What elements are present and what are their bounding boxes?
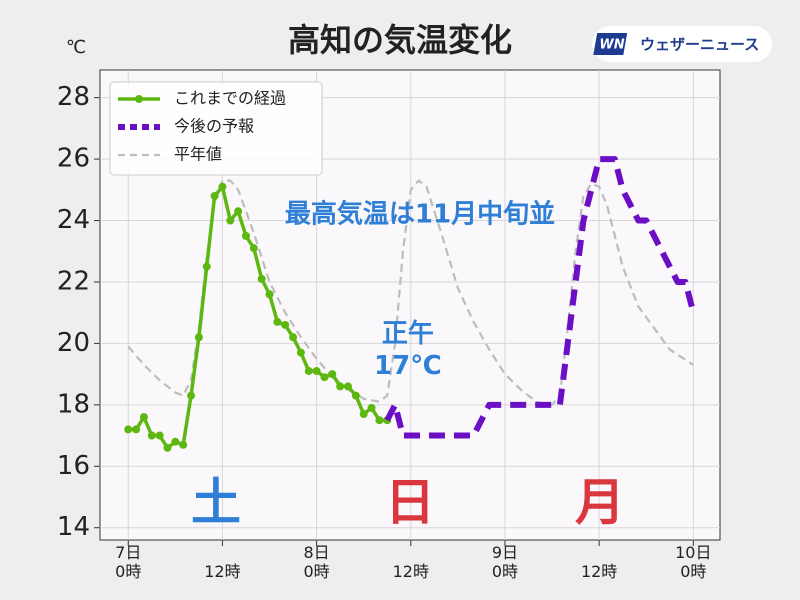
legend-label: 平年値 (174, 145, 222, 164)
legend-label: これまでの経過 (174, 89, 286, 108)
x-tick-label: 7日 0時 (115, 543, 142, 581)
point (241, 231, 250, 240)
point (296, 348, 305, 357)
noon-note: 正午 17℃ (374, 319, 442, 381)
point (163, 443, 172, 452)
point (249, 244, 258, 253)
brand-badge (592, 26, 772, 62)
point (257, 274, 266, 283)
point (328, 370, 337, 379)
point (344, 382, 352, 391)
y-tick-label: 20 (57, 328, 90, 358)
y-tick-label: 28 (57, 82, 90, 112)
x-tick-label: 12時 (580, 562, 618, 581)
point (226, 216, 235, 225)
legend-label: 今後の予報 (174, 117, 254, 136)
point (320, 373, 329, 382)
point (139, 413, 148, 422)
point (218, 182, 227, 191)
series-line (384, 156, 697, 439)
point (179, 440, 188, 449)
lines (124, 156, 697, 452)
day-label: 土 (191, 474, 241, 532)
point (367, 403, 376, 412)
y-tick-label: 16 (57, 451, 90, 481)
point (265, 290, 274, 299)
point (194, 333, 203, 342)
annotation: 最高気温は11月中旬並 (285, 199, 555, 230)
point (351, 391, 360, 400)
point (147, 431, 156, 440)
point (171, 437, 180, 446)
x-tick-label: 8日 0時 (303, 543, 330, 581)
point (304, 367, 313, 376)
brand-icon: WN (599, 38, 624, 53)
x-tick-label: 12時 (392, 562, 429, 581)
day-label: 日 (385, 474, 435, 532)
point (359, 410, 368, 419)
point (124, 425, 133, 434)
point (187, 391, 196, 400)
point (202, 262, 211, 271)
point (210, 191, 219, 200)
x-tick-label: 9日 0時 (491, 543, 519, 581)
legend-marker (135, 95, 143, 103)
y-tick-label: 14 (57, 512, 90, 542)
point (336, 382, 345, 391)
point (273, 317, 282, 326)
point (234, 207, 243, 216)
chart-title: 高知の気温変化 (288, 21, 512, 59)
y-unit: ℃ (66, 37, 86, 58)
point (312, 367, 321, 376)
y-tick-label: 22 (57, 266, 90, 296)
day-label: 月 (575, 474, 625, 532)
y-tick-label: 18 (57, 389, 90, 419)
x-tick-label: 12時 (204, 562, 241, 581)
brand-icon-bg (593, 33, 628, 55)
point (375, 416, 384, 425)
point (289, 333, 298, 342)
y-tick-label: 24 (57, 205, 90, 235)
point (155, 431, 164, 440)
y-tick-label: 26 (57, 144, 90, 174)
point (281, 320, 290, 329)
point (132, 425, 141, 434)
legend-box (109, 81, 323, 176)
x-tick-label: 10日 0時 (675, 543, 712, 581)
brand-name: ウェザーニュース (640, 36, 759, 54)
